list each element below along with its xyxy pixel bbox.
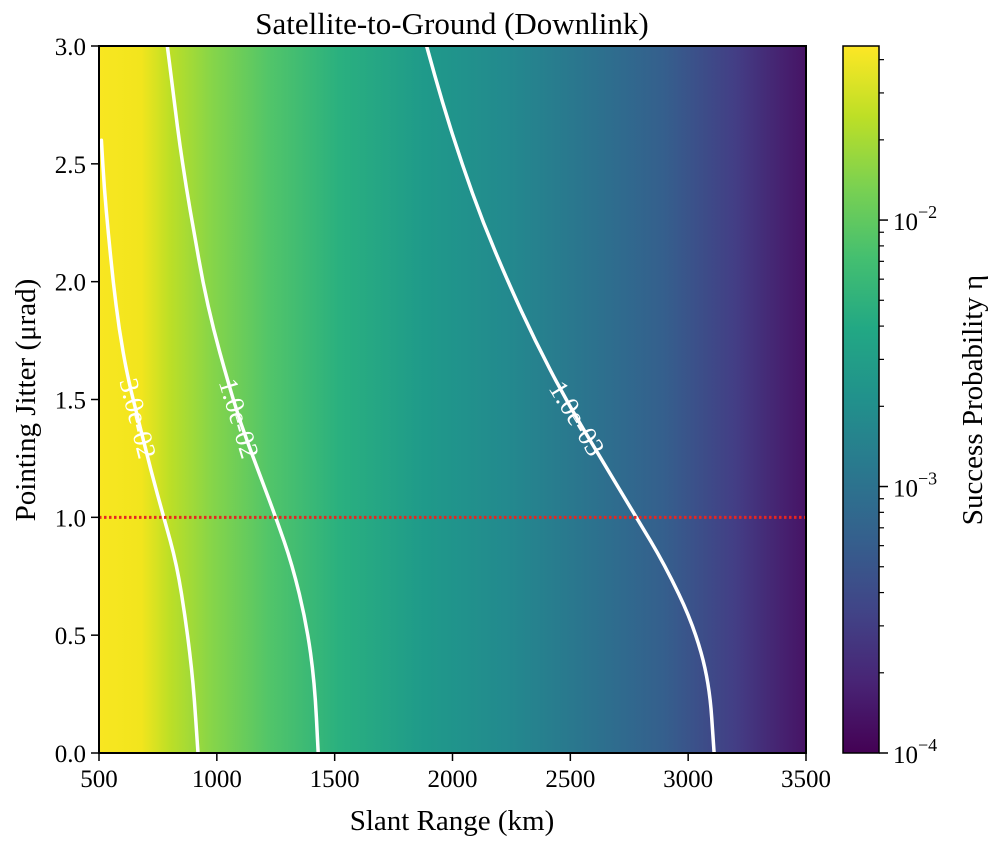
y-tick-label: 1.0 <box>55 505 86 532</box>
x-tick-label: 1000 <box>192 766 242 793</box>
x-tick-label: 3000 <box>663 766 713 793</box>
y-tick-label: 1.5 <box>55 388 86 415</box>
x-axis-label: Slant Range (km) <box>350 805 555 837</box>
y-axis-ticks: 0.0 0.5 1.0 1.5 2.0 2.5 3.0 <box>55 34 99 768</box>
y-tick-label: 2.5 <box>55 152 86 179</box>
y-tick-label: 2.0 <box>55 270 86 297</box>
y-tick-label: 0.5 <box>55 623 86 650</box>
y-tick-label: 0.0 <box>55 741 86 768</box>
colorbar-label: Success Probability η <box>957 275 989 525</box>
x-tick-label: 500 <box>80 766 118 793</box>
colorbar-tick-label: 10−3 <box>893 469 937 503</box>
contour-line <box>165 46 320 753</box>
colorbar-ticks: 10−4 10−3 10−2 <box>879 59 937 769</box>
x-tick-label: 2500 <box>545 766 595 793</box>
heatmap-field <box>99 46 806 753</box>
contour-lines <box>99 46 716 753</box>
contour-line <box>424 46 716 753</box>
y-tick-label: 3.0 <box>55 34 86 61</box>
y-axis-label: Pointing Jitter (μrad) <box>10 279 42 522</box>
x-tick-label: 2000 <box>428 766 478 793</box>
x-axis-ticks: 500 1000 1500 2000 2500 3000 3500 <box>80 753 831 793</box>
x-tick-label: 3500 <box>781 766 831 793</box>
x-tick-label: 1500 <box>310 766 360 793</box>
colorbar <box>842 45 880 754</box>
colorbar-tick-label: 10−4 <box>893 735 937 769</box>
colorbar-tick-label: 10−2 <box>893 202 937 236</box>
chart-title: Satellite-to-Ground (Downlink) <box>255 6 648 41</box>
contour-line <box>99 138 200 753</box>
